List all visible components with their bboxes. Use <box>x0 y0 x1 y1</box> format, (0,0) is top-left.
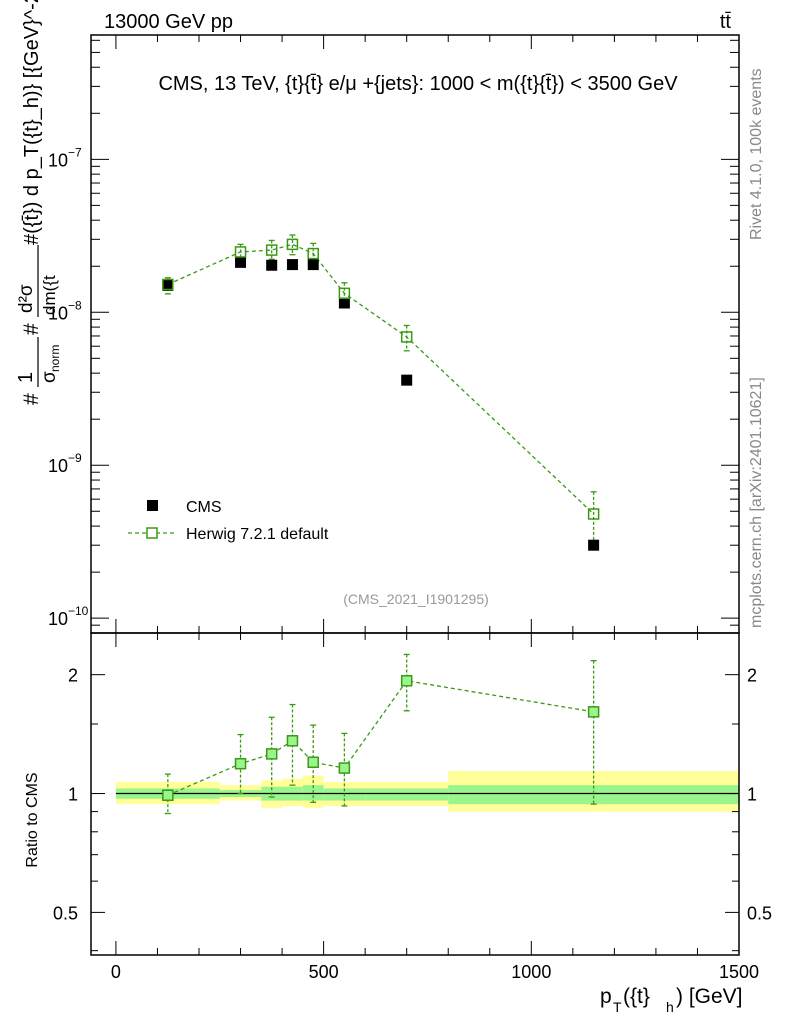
cms-data-point <box>588 539 600 551</box>
x-title-mid: ({t} <box>623 985 650 1008</box>
y-title-prefix: # <box>20 393 43 405</box>
ratio-data-point <box>587 706 600 718</box>
main-tick-label: 10 <box>48 150 68 170</box>
ratio-data-point <box>265 748 278 760</box>
x-tick-label: 500 <box>309 962 339 982</box>
main-tick-exponent: −9 <box>68 451 82 465</box>
ratio-tick-label-left: 2 <box>68 666 78 686</box>
cms-data-point <box>286 259 298 271</box>
x-axis-title: p T ({t} h ) [GeV] <box>600 985 743 1015</box>
herwig-line-path <box>167 243 595 515</box>
x-tick-label: 1500 <box>719 962 759 982</box>
y-title-one: 1 <box>15 372 37 383</box>
herwig-data-point <box>265 244 278 256</box>
main-tick-exponent: −8 <box>68 298 82 312</box>
ratio-x-ticks: 0 500 1000 1500 <box>111 633 759 982</box>
ratio-tick-label-right: 2 <box>747 666 757 686</box>
herwig-data-point <box>234 246 247 258</box>
y-title-denominator: dm({t <box>40 275 59 315</box>
main-title: CMS, 13 TeV, {t}{t̄} e/μ +{jets}: 1000 <… <box>158 73 678 95</box>
herwig-data-point <box>286 238 299 251</box>
x-title-sub-t: T <box>613 999 622 1015</box>
source-label: mcplots.cern.ch [arXiv:2401.10621] <box>748 377 765 628</box>
cms-data-point <box>162 279 174 291</box>
legend-herwig-label: Herwig 7.2.1 default <box>186 526 329 543</box>
ratio-y-axis-title: Ratio to CMS <box>24 772 41 867</box>
y-title-sigma-sub: norm <box>48 345 62 372</box>
herwig-error-bars <box>164 234 597 546</box>
ratio-band-inner <box>365 788 449 801</box>
y-title-rest: #({t̄}) d p_T({t}_h)} [{GeV}^-2] <box>21 0 43 245</box>
legend-cms-marker <box>147 500 158 511</box>
main-tick-exponent: −10 <box>68 604 89 618</box>
cms-data-point <box>338 297 350 309</box>
x-title-end: ) [GeV] <box>676 985 743 1008</box>
ratio-data-point <box>162 789 174 802</box>
herwig-data-point <box>400 331 413 343</box>
herwig-data-point <box>587 508 600 520</box>
data-marks <box>162 238 600 551</box>
ratio-marks <box>162 675 600 802</box>
ratio-tick-label-right: 1 <box>747 785 757 805</box>
cms-data-point <box>235 256 247 268</box>
x-tick-label: 1000 <box>511 962 551 982</box>
ratio-data-point <box>400 675 413 687</box>
x-title-sub-h: h <box>666 999 674 1015</box>
herwig-data-point <box>307 247 319 260</box>
ratio-data-point <box>338 762 351 774</box>
x-tick-label: 0 <box>111 962 121 982</box>
y-title-d2sigma: d²σ <box>16 284 37 313</box>
main-frame <box>90 34 740 634</box>
y-title-sigma: σ <box>39 371 60 383</box>
beam-energy-label: 13000 GeV pp <box>104 11 233 33</box>
main-x-ticks <box>115 35 740 633</box>
legend-herwig-marker <box>146 527 158 539</box>
herwig-data-point <box>162 278 174 291</box>
main-tick-exponent: −7 <box>68 145 82 159</box>
herwig-data-point <box>338 287 351 300</box>
ratio-error-bars <box>164 653 597 815</box>
x-title-p: p <box>600 985 612 1008</box>
rivet-version-label: Rivet 4.1.0, 100k events <box>748 68 765 240</box>
ratio-band-inner <box>448 785 739 805</box>
process-label: tt̄ <box>720 11 732 33</box>
main-tick-label: 10 <box>48 609 68 629</box>
main-y-axis-title: # 1 σ norm # d²σ dm({t #({t̄}) d p_T({t}… <box>15 0 62 405</box>
legend: CMS Herwig 7.2.1 default <box>128 499 329 543</box>
cms-data-point <box>307 259 319 271</box>
cms-data-point <box>266 259 278 271</box>
ratio-tick-label-right: 0.5 <box>747 903 772 923</box>
ratio-data-point <box>234 757 247 770</box>
legend-cms-label: CMS <box>186 499 222 516</box>
y-title-hash: # <box>20 323 43 335</box>
ratio-data-point <box>286 735 299 747</box>
analysis-watermark: (CMS_2021_I1901295) <box>343 591 489 607</box>
main-tick-label: 10 <box>48 303 68 323</box>
main-tick-label: 10 <box>48 456 68 476</box>
herwig-connecting-line <box>167 243 595 515</box>
cms-data-point <box>401 374 413 386</box>
ratio-tick-label-left: 0.5 <box>53 903 78 923</box>
ratio-y-ticks: 0.5 0.5 1 1 2 2 <box>53 666 772 952</box>
ratio-tick-label-left: 1 <box>68 785 78 805</box>
ratio-panel: 0.5 0.5 1 1 2 2 0 500 1000 1500 Ratio to CMS p T… <box>24 632 772 1015</box>
ratio-data-point <box>307 756 319 769</box>
